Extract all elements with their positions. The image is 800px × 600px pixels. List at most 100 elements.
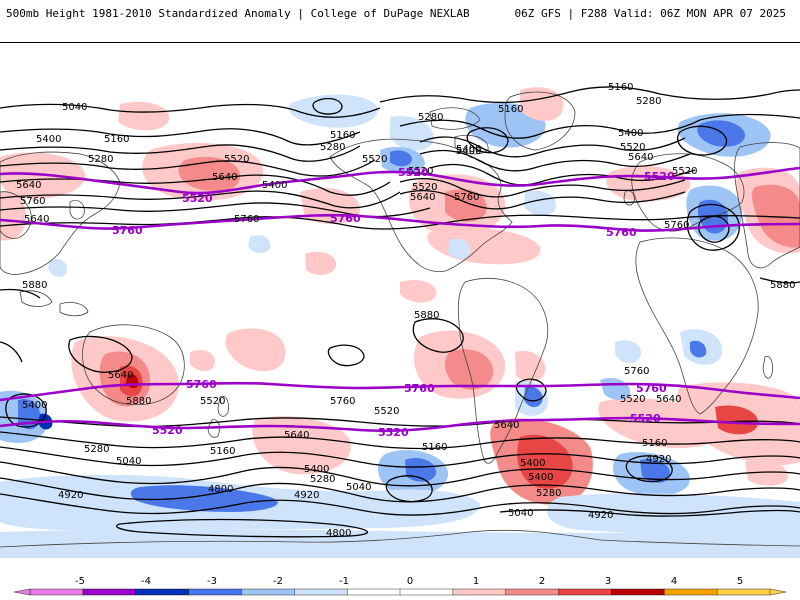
colorbar-segment <box>294 588 348 596</box>
anomaly-negative-area <box>48 258 68 277</box>
contour-label: 4920 <box>58 490 83 501</box>
anomaly-negative-area <box>390 116 434 151</box>
contour-label: 5160 <box>498 104 523 115</box>
contour-label: 5040 <box>62 102 87 113</box>
height-contour <box>698 215 730 243</box>
contour-label: 5160 <box>330 130 355 141</box>
contour-5760-label: 5760 <box>404 382 435 395</box>
highlight-contours <box>0 166 800 433</box>
anomaly-negative-area <box>524 386 543 408</box>
contour-5520-south <box>0 416 800 433</box>
colorbar-tick-label: -3 <box>207 576 217 587</box>
anomaly-positive-area <box>252 416 351 475</box>
contour-5760-label: 5760 <box>636 382 667 395</box>
contour-5520-label: 5520 <box>378 426 409 439</box>
height-contour <box>0 461 800 487</box>
contour-label: 5400 <box>262 180 287 191</box>
coastline-africa <box>635 237 759 415</box>
height-contour <box>0 341 23 363</box>
coastline-greenland <box>504 91 576 151</box>
height-contour <box>312 97 343 115</box>
height-contour <box>429 163 696 186</box>
contour-label: 5280 <box>636 96 661 107</box>
contour-5760-label: 5760 <box>186 378 217 391</box>
anomaly-positive-area <box>606 165 691 202</box>
height-contour <box>399 177 686 198</box>
contour-label: 5520 <box>412 182 437 193</box>
contour-label: 5760 <box>624 366 649 377</box>
height-contour <box>0 288 41 299</box>
contour-5520-label: 5520 <box>152 424 183 437</box>
colorbar-tick-label: 3 <box>605 576 611 587</box>
height-contour <box>412 318 464 353</box>
anomaly-positive-area <box>190 349 215 372</box>
colorbar-segment <box>135 588 190 596</box>
coastline-antarctica <box>0 529 800 548</box>
contour-label: 5640 <box>410 192 435 203</box>
anomaly-positive-area <box>752 184 800 248</box>
coastline-indonesia <box>19 290 89 317</box>
contour-label: 5400 <box>618 128 643 139</box>
anomaly-positive-area <box>515 350 546 382</box>
colorbar-tick-label: 4 <box>671 576 677 587</box>
contour-label: 5520 <box>362 154 387 165</box>
contour-label: 5880 <box>770 280 795 291</box>
coastline-japan <box>69 199 85 220</box>
colorbar-ticks: -5 -4 -3 -2 -1 0 1 2 3 4 5 <box>75 576 743 587</box>
anomaly-positive-area <box>118 101 170 131</box>
contour-label: 5640 <box>108 370 133 381</box>
height-contour <box>0 214 800 230</box>
contour-label: 5400 <box>22 400 47 411</box>
height-contour <box>116 518 369 538</box>
contour-5520-north <box>0 166 800 195</box>
height-contour <box>0 128 361 146</box>
anomaly-negative-area <box>0 529 800 558</box>
anomaly-negative-area <box>390 150 412 167</box>
height-contour <box>677 125 728 156</box>
contour-label: 5760 <box>664 220 689 231</box>
anomaly-negative-area <box>640 458 671 483</box>
coastline-new-zealand <box>207 395 229 438</box>
colorbar-tick-label: 2 <box>539 576 545 587</box>
colorbar-segment <box>452 588 507 596</box>
anomaly-negative-area <box>448 238 471 260</box>
contour-label: 5280 <box>320 142 345 153</box>
contour-label: 5160 <box>104 134 129 145</box>
contour-label: 5760 <box>234 214 259 225</box>
height-contour <box>0 190 401 209</box>
contour-5520-label: 5520 <box>398 166 429 179</box>
contour-label: 5880 <box>414 310 439 321</box>
contour-5760-south <box>0 381 800 402</box>
contour-5520-label: 5520 <box>182 192 213 205</box>
colorbar-tick-label: 5 <box>737 576 743 587</box>
height-contour <box>625 455 673 483</box>
colorbar-tick-label: -2 <box>273 576 283 587</box>
contour-label: 5880 <box>22 280 47 291</box>
colorbar-tick-label: -1 <box>339 576 349 587</box>
anomaly-negative-area <box>524 190 556 216</box>
contour-label: 5760 <box>454 192 479 203</box>
height-contour <box>327 344 365 367</box>
height-contour <box>466 127 509 154</box>
contour-label: 5520 <box>672 166 697 177</box>
contour-5760-label: 5760 <box>112 224 143 237</box>
contour-label: 5280 <box>310 474 335 485</box>
height-contour <box>399 189 686 210</box>
height-contour <box>419 136 686 158</box>
contour-labels: 5040 5400 5160 5280 5640 5760 5520 5640 … <box>16 82 795 539</box>
header: 500mb Height 1981-2010 Standardized Anom… <box>0 0 800 30</box>
anomaly-map: 5040 5400 5160 5280 5640 5760 5520 5640 … <box>0 82 800 558</box>
map-title: 500mb Height 1981-2010 Standardized Anom… <box>6 7 470 20</box>
anomaly-positive-area <box>517 434 573 489</box>
contour-label: 5640 <box>656 394 681 405</box>
contour-label: 5400 <box>456 144 481 155</box>
contour-5520-label: 5520 <box>630 412 661 425</box>
coastline-australia <box>82 324 185 406</box>
contour-label: 5040 <box>116 456 141 467</box>
colorbar-segment <box>611 588 665 596</box>
contour-label: 5640 <box>16 180 41 191</box>
contour-label: 5160 <box>210 446 235 457</box>
colorbar-segment <box>716 588 771 596</box>
model-run-info: 06Z GFS | F288 Valid: 06Z MON APR 07 202… <box>514 7 786 20</box>
anomaly-negative-area <box>289 94 379 128</box>
